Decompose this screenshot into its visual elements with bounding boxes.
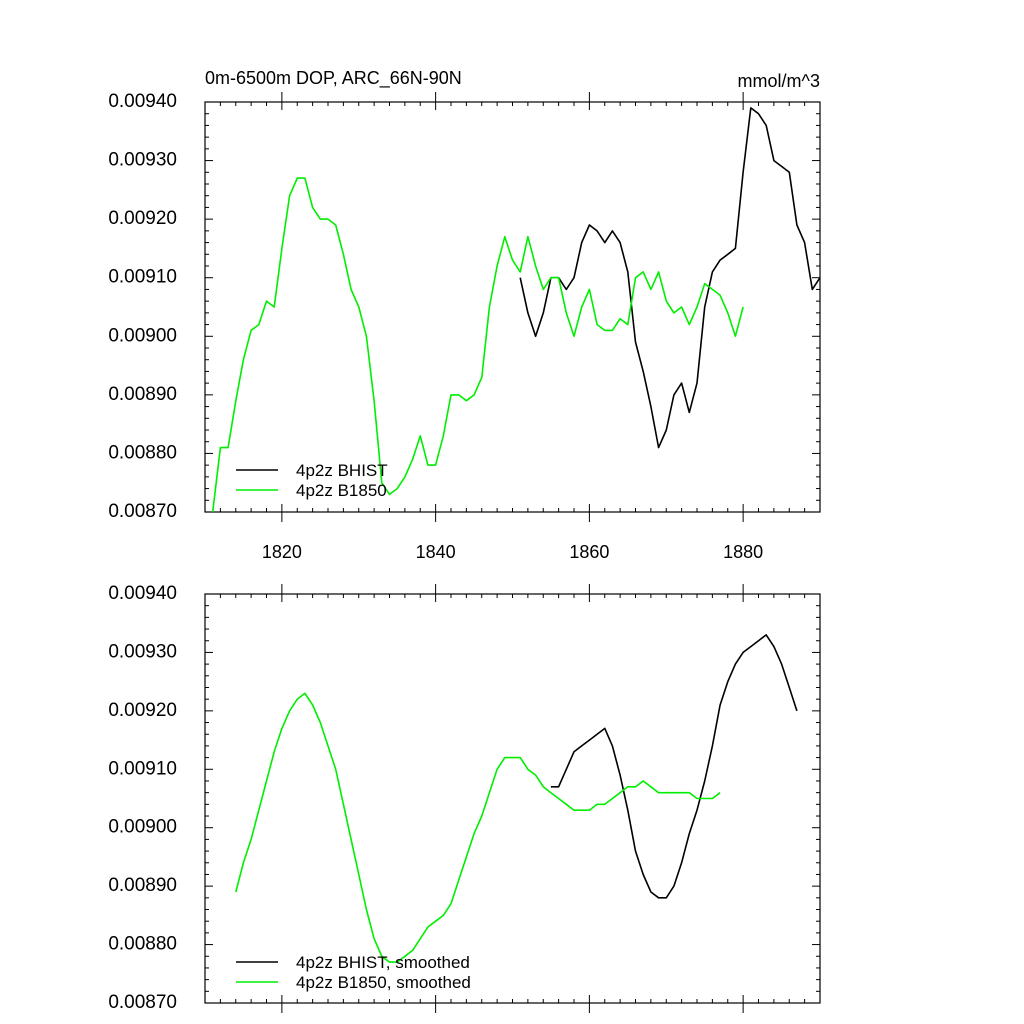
legend-label: 4p2z BHIST	[296, 461, 388, 480]
y-tick-label: 0.00870	[108, 992, 177, 1013]
y-tick-label: 0.00940	[108, 583, 177, 604]
y-tick-label: 0.00880	[108, 442, 177, 463]
units-label: mmol/m^3	[738, 71, 820, 91]
x-tick-label: 1880	[723, 542, 763, 562]
legend-label: 4p2z BHIST, smoothed	[296, 953, 470, 972]
series-line-b1850	[235, 692, 721, 963]
y-tick-label: 0.00910	[108, 267, 177, 288]
series-line-b1850	[211, 177, 744, 513]
y-tick-label: 0.00880	[108, 934, 177, 955]
chart-title: 0m-6500m DOP, ARC_66N-90N	[205, 68, 462, 89]
y-tick-label: 0.00870	[108, 501, 177, 522]
x-tick-label: 1840	[416, 542, 456, 562]
series-line-bhist	[550, 634, 798, 899]
y-tick-label: 0.00900	[108, 325, 177, 346]
plot-frame	[204, 101, 821, 513]
y-tick-label: 0.00930	[108, 641, 177, 662]
y-tick-label: 0.00890	[108, 384, 177, 405]
legend-label: 4p2z B1850	[296, 481, 387, 500]
y-tick-label: 0.00920	[108, 208, 177, 229]
y-tick-label: 0.00910	[108, 758, 177, 779]
legend-label: 4p2z B1850, smoothed	[296, 973, 471, 992]
y-tick-label: 0.00920	[108, 700, 177, 721]
y-tick-label: 0.00940	[108, 91, 177, 112]
y-tick-label: 0.00900	[108, 817, 177, 838]
plot-frame	[204, 593, 821, 1004]
x-tick-label: 1820	[262, 542, 302, 562]
bottom-panel: 0.00870 0.00880 0.00890 0.00900 0.00910 0.009…	[108, 583, 821, 1013]
y-tick-label: 0.00890	[108, 875, 177, 896]
series-line-bhist	[519, 107, 821, 449]
y-tick-label: 0.00930	[108, 150, 177, 171]
top-panel: 0m-6500m DOP, ARC_66N-90N mmol/m^3 0.008…	[108, 68, 821, 562]
x-tick-label: 1860	[569, 542, 609, 562]
